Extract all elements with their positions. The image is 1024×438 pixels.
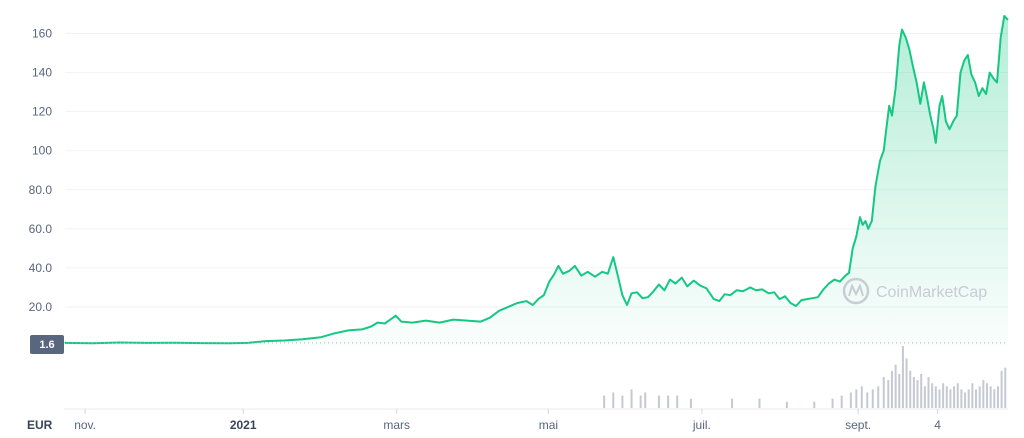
volume-bar: [831, 398, 834, 408]
price-area-fill: [65, 16, 1008, 346]
volume-bar: [975, 389, 978, 408]
volume-bar: [860, 386, 863, 408]
volume-bar: [894, 364, 897, 408]
volume-bar: [916, 380, 919, 408]
volume-bar: [813, 401, 816, 408]
volume-bar: [871, 389, 874, 408]
volume-bar: [731, 398, 734, 408]
volume-bar: [956, 383, 959, 408]
volume-bar: [840, 395, 843, 408]
volume-bar: [689, 398, 692, 408]
volume-bar: [877, 386, 880, 408]
volume-bar: [967, 389, 970, 408]
volume-bar: [612, 392, 615, 408]
volume-bar: [603, 395, 606, 408]
volume-bar: [849, 392, 852, 408]
watermark-text: CoinMarketCap: [876, 284, 987, 301]
price-area: [64, 15, 1009, 346]
volume-bar: [985, 383, 988, 408]
volume-bar: [938, 389, 941, 408]
x-tick-label: 2021: [230, 418, 257, 432]
currency-label: EUR: [27, 418, 53, 432]
volume-bar: [890, 370, 893, 408]
volume-bar: [855, 389, 858, 408]
y-tick-label: 60.0: [29, 222, 53, 236]
price-line: [64, 15, 1009, 345]
x-tick-label: sept.: [845, 418, 871, 432]
volume-bar: [927, 377, 930, 408]
volume-bar: [639, 395, 642, 408]
volume-bar: [953, 386, 956, 408]
volume-bar: [934, 386, 937, 408]
y-tick-label: 160: [32, 27, 52, 41]
volume-bar: [901, 346, 904, 408]
volume-bar: [993, 389, 996, 408]
y-tick-label: 100: [32, 144, 52, 158]
volume-bar: [758, 398, 761, 408]
volume-bar: [912, 377, 915, 408]
y-tick-label: 20.0: [29, 300, 53, 314]
volume-bar: [960, 389, 963, 408]
current-price-badge: 1.6: [30, 335, 64, 354]
volume-bar: [971, 383, 974, 408]
x-tick-label: 4: [934, 418, 941, 432]
x-tick-label: juil.: [692, 418, 711, 432]
volume-bar: [909, 370, 912, 408]
volume-bar: [676, 395, 679, 408]
y-axis: 20.0 40.0 60.0 80.0 100 120 140 160: [29, 27, 53, 314]
volume-bar: [882, 377, 885, 408]
coinmarketcap-watermark: CoinMarketCap: [842, 277, 987, 305]
current-price-label: 1.6: [39, 339, 54, 351]
volume-bar: [923, 386, 926, 408]
current-price-badge-bg: [30, 335, 64, 354]
y-tick-label: 140: [32, 66, 52, 80]
volume-bar: [982, 380, 985, 408]
volume-bar: [1004, 367, 1007, 408]
volume-bar: [964, 392, 967, 408]
volume-bar: [630, 389, 633, 408]
x-tick-label: nov.: [74, 418, 96, 432]
volume-bar: [898, 373, 901, 408]
y-tick-label: 120: [32, 105, 52, 119]
y-tick-label: 80.0: [29, 183, 53, 197]
volume-bar: [920, 373, 923, 408]
volume-bar: [905, 358, 908, 408]
volume-bar: [978, 386, 981, 408]
volume-bar: [887, 380, 890, 408]
volume-bar: [996, 386, 999, 408]
volume-bar: [931, 383, 934, 408]
volume-bar: [785, 401, 788, 408]
volume-bar: [644, 392, 647, 408]
x-axis: nov. 2021 mars mai juil. sept. 4: [64, 408, 1008, 432]
volume-bar: [667, 395, 670, 408]
x-tick-label: mai: [539, 418, 558, 432]
y-tick-label: 40.0: [29, 261, 53, 275]
volume-bars: [603, 346, 1007, 408]
volume-bar: [657, 395, 660, 408]
volume-bar: [949, 389, 952, 408]
grid-lines: [65, 33, 1008, 308]
volume-bar: [945, 386, 948, 408]
volume-bar: [621, 395, 624, 408]
volume-bar: [866, 392, 869, 408]
volume-bar: [989, 386, 992, 408]
coinmarketcap-logo-icon: [842, 277, 870, 305]
x-tick-label: mars: [383, 418, 410, 432]
volume-bar: [1000, 370, 1003, 408]
volume-bar: [942, 383, 945, 408]
